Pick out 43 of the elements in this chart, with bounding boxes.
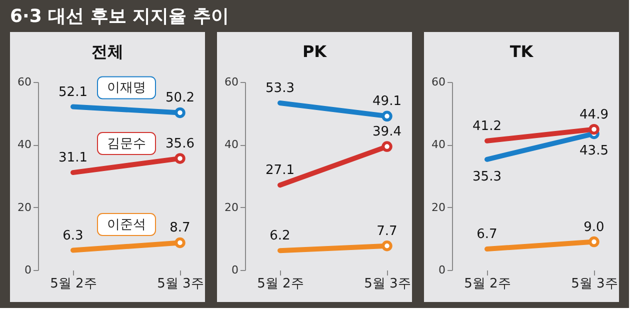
series-label: 김문수: [107, 136, 146, 152]
y-tick-label: 60: [432, 76, 446, 88]
y-tick-label: 0: [438, 264, 446, 276]
x-tick-label: 5월 2주: [50, 276, 97, 292]
data-label: 6.7: [476, 227, 498, 242]
data-label: 41.2: [472, 118, 502, 134]
y-tick-label: 40: [18, 138, 32, 152]
data-label: 43.5: [580, 144, 608, 159]
y-tick-label: 0: [24, 264, 32, 276]
y-tick-label: 60: [18, 76, 32, 88]
data-label: 52.1: [58, 84, 88, 100]
data-label: 53.3: [266, 80, 294, 96]
x-tick-label: 5월 2주: [464, 276, 511, 292]
y-tick-label: 20: [432, 200, 446, 214]
y-tick-label: 40: [432, 138, 446, 152]
chart-title: TK: [510, 42, 534, 61]
data-label: 7.7: [376, 224, 398, 239]
y-tick-label: 60: [224, 76, 238, 88]
data-label: 6.3: [62, 228, 84, 244]
y-tick-label: 0: [232, 264, 238, 276]
data-label: 31.1: [58, 150, 88, 166]
y-tick-label: 40: [224, 138, 238, 152]
data-label: 39.4: [372, 124, 402, 140]
y-tick-label: 20: [18, 200, 32, 214]
data-label: 27.1: [266, 163, 294, 178]
x-tick-label: 5월 3주: [364, 276, 411, 292]
data-label: 50.2: [166, 90, 194, 106]
chart-title: 전체: [92, 42, 124, 61]
series-label: 이준석: [107, 218, 146, 232]
chart-title: PK: [302, 42, 328, 61]
data-label: 35.6: [166, 136, 194, 152]
text: 6·3 대선 후보 지지율 추이: [10, 6, 229, 27]
data-label: 35.3: [472, 169, 502, 184]
x-tick-label: 5월 3주: [157, 276, 204, 292]
series-label: 이재명: [107, 80, 146, 96]
data-label: 6.2: [270, 228, 290, 244]
data-label: 44.9: [580, 107, 608, 122]
x-tick-label: 5월 3주: [571, 276, 618, 292]
data-label: 49.1: [372, 94, 402, 110]
y-tick-label: 20: [224, 200, 238, 214]
x-tick-label: 5월 2주: [257, 276, 304, 292]
data-label: 9.0: [584, 220, 604, 235]
data-label: 8.7: [170, 220, 190, 236]
